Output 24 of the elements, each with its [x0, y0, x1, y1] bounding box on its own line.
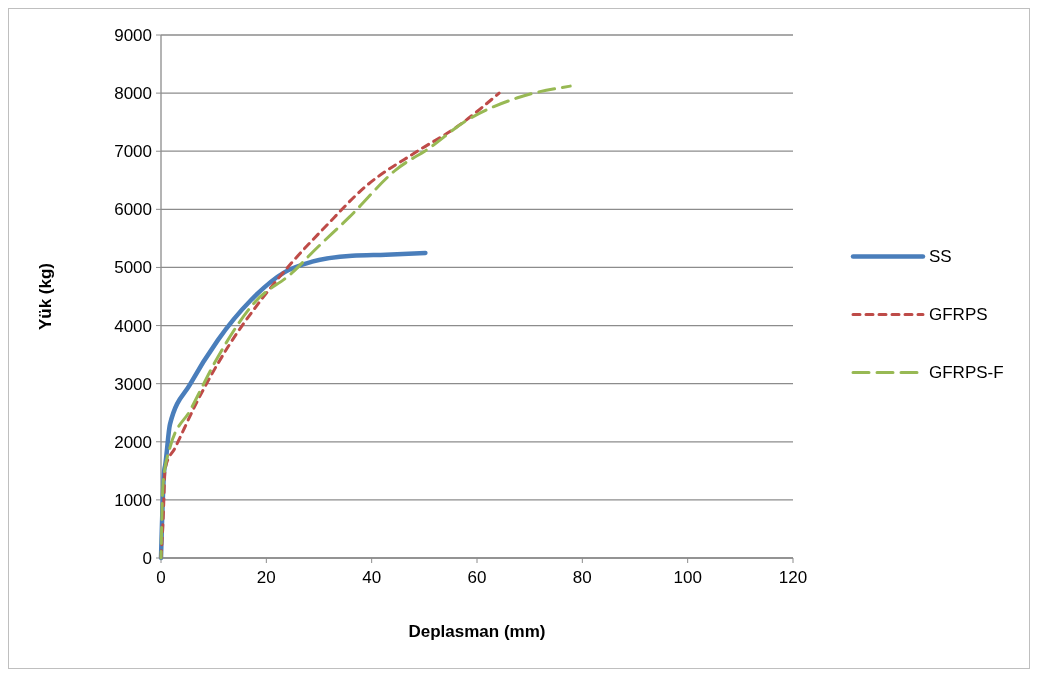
x-tick-label: 40 — [362, 568, 382, 587]
y-tick-label: 3000 — [114, 374, 152, 394]
x-tick-label: 100 — [673, 568, 702, 587]
y-tick-label: 8000 — [114, 84, 152, 104]
y-tick-label: 2000 — [114, 432, 152, 452]
legend-label: SS — [929, 247, 952, 267]
line-series — [159, 84, 572, 560]
y-tick-label: 0 — [142, 548, 152, 568]
y-tick-label: 7000 — [114, 142, 152, 162]
y-tick-label: 6000 — [114, 200, 152, 220]
x-tick-label: 120 — [778, 568, 808, 587]
x-tick-label: 0 — [156, 568, 166, 587]
y-axis-title: Yük (kg) — [36, 262, 55, 331]
legend-label: GFRPS — [929, 305, 988, 325]
x-axis-title: Deplasman (mm) — [408, 622, 546, 641]
x-tick-label: 20 — [256, 568, 276, 587]
x-tick-label: 60 — [467, 568, 487, 587]
y-tick-label: 4000 — [114, 316, 152, 336]
y-tick-label: 1000 — [114, 490, 152, 510]
legend-label: GFRPS-F — [929, 363, 1004, 383]
line-series — [159, 91, 501, 560]
y-tick-label: 5000 — [114, 258, 152, 278]
y-tick-label: 9000 — [114, 25, 152, 45]
x-tick-label: 80 — [572, 568, 592, 587]
